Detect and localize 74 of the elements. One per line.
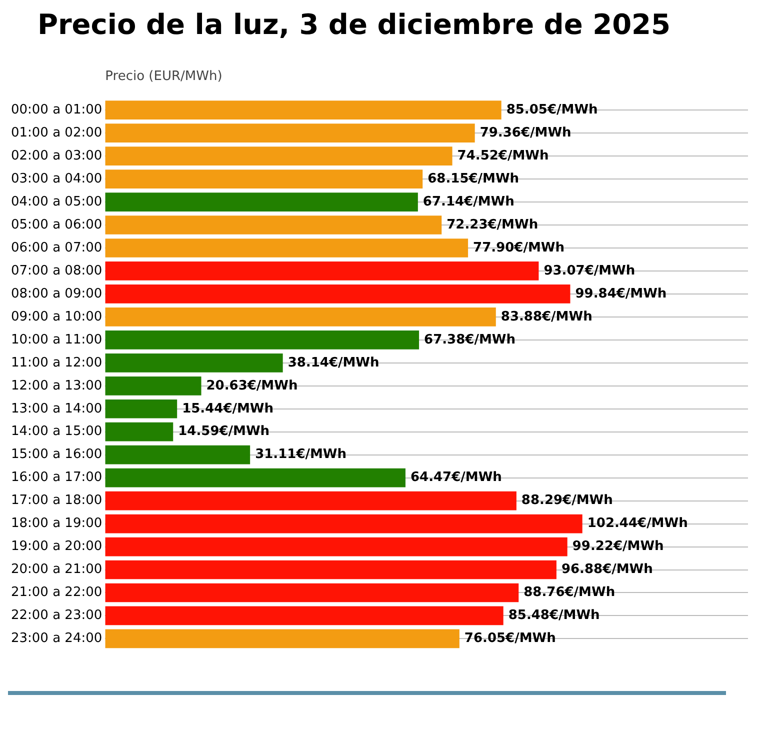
y-tick-label: 14:00 a 15:00 [10, 424, 102, 440]
y-tick-label: 00:00 a 01:00 [10, 102, 102, 118]
bar [105, 606, 504, 626]
data-label: 85.05€/MWh [506, 102, 598, 118]
data-label: 102.44€/MWh [587, 516, 688, 532]
bar [105, 629, 460, 648]
y-tick-label: 03:00 a 04:00 [10, 171, 102, 186]
bar [105, 146, 452, 166]
bar [105, 537, 568, 556]
data-label: 67.38€/MWh [424, 332, 516, 348]
bar [105, 353, 283, 372]
data-label: 79.36€/MWh [480, 125, 572, 140]
bar [105, 100, 502, 120]
bar [105, 262, 539, 280]
data-label: 93.07€/MWh [544, 263, 636, 278]
data-label: 15.44€/MWh [182, 401, 274, 416]
x-axis-title: Precio (EUR/MWh) [105, 69, 222, 84]
y-tick-label: 17:00 a 18:00 [10, 493, 102, 508]
y-tick-label: 01:00 a 02:00 [10, 125, 102, 140]
y-tick-label: 22:00 a 23:00 [10, 608, 102, 624]
bar [105, 445, 250, 464]
y-tick-label: 04:00 a 05:00 [10, 194, 102, 210]
chart-title: Precio de la luz, 3 de diciembre de 2025 [36, 8, 672, 41]
data-label: 85.48€/MWh [508, 608, 600, 624]
bar [105, 399, 178, 418]
bar [105, 560, 556, 580]
bar [105, 308, 496, 326]
y-tick-label: 20:00 a 21:00 [10, 562, 102, 578]
data-label: 14.59€/MWh [178, 424, 270, 440]
y-tick-label: 16:00 a 17:00 [10, 470, 102, 486]
bar [105, 468, 406, 488]
bar [105, 170, 423, 188]
bar [105, 238, 468, 258]
y-tick-label: 19:00 a 20:00 [10, 539, 102, 554]
y-tick-label: 02:00 a 03:00 [10, 148, 102, 164]
bar [105, 514, 582, 534]
data-label: 64.47€/MWh [410, 470, 502, 486]
y-tick-label: 09:00 a 10:00 [10, 309, 102, 324]
y-tick-label: 18:00 a 19:00 [10, 516, 102, 532]
bar [105, 330, 420, 350]
data-label: 67.14€/MWh [422, 194, 514, 210]
data-label: 31.11€/MWh [255, 447, 347, 462]
y-tick-label: 06:00 a 07:00 [10, 240, 102, 256]
y-tick-label: 13:00 a 14:00 [10, 401, 102, 416]
y-tick-label: 15:00 a 16:00 [10, 447, 102, 462]
data-label: 68.15€/MWh [428, 171, 520, 186]
bar [105, 192, 418, 212]
bar [105, 124, 475, 142]
y-tick-label: 21:00 a 22:00 [10, 585, 102, 600]
y-tick-label: 11:00 a 12:00 [10, 355, 102, 370]
data-label: 96.88€/MWh [561, 562, 653, 578]
data-label: 88.76€/MWh [524, 585, 616, 600]
bar [105, 422, 174, 442]
data-label: 83.88€/MWh [500, 309, 592, 324]
data-label: 38.14€/MWh [288, 355, 380, 370]
y-tick-label: 07:00 a 08:00 [10, 263, 102, 278]
y-tick-label: 05:00 a 06:00 [10, 217, 102, 232]
y-tick-label: 08:00 a 09:00 [10, 286, 102, 302]
data-label: 74.52€/MWh [457, 148, 549, 164]
y-tick-label: 12:00 a 13:00 [10, 378, 102, 394]
data-label: 88.29€/MWh [521, 493, 613, 508]
y-tick-label: 23:00 a 24:00 [10, 631, 102, 646]
data-label: 72.23€/MWh [446, 217, 538, 232]
y-tick-label: 10:00 a 11:00 [10, 332, 102, 348]
data-label: 76.05€/MWh [464, 631, 556, 646]
data-label: 77.90€/MWh [473, 240, 564, 256]
bar [105, 491, 516, 510]
bar [105, 284, 570, 304]
bar [105, 583, 519, 602]
data-label: 20.63€/MWh [206, 378, 298, 394]
data-label: 99.22€/MWh [572, 539, 664, 554]
bar [105, 376, 202, 396]
bar [105, 216, 442, 234]
data-label: 99.84€/MWh [575, 286, 667, 302]
